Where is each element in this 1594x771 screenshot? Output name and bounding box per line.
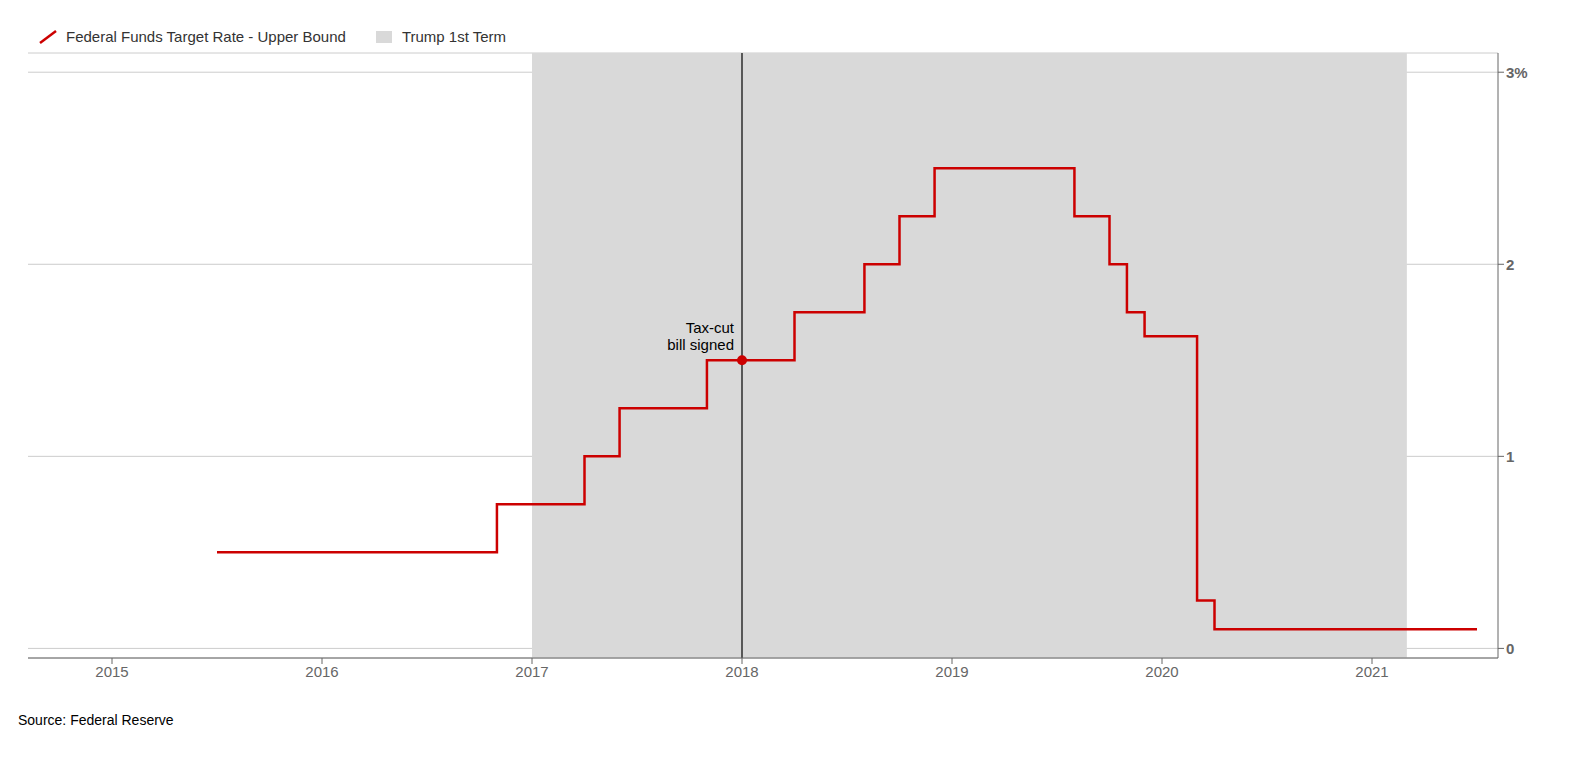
html-text:Trump 1st Term: Trump 1st Term [401, 28, 507, 45]
svg-text:0: 0 [1506, 640, 1514, 657]
html-text:Source: Federal Reserve: Source: Federal Reserve [18, 712, 174, 728]
svg-text:2016: 2016 [305, 663, 338, 680]
svg-text:2020: 2020 [1145, 663, 1178, 680]
svg-text:2019: 2019 [935, 663, 968, 680]
svg-text:1: 1 [1506, 448, 1514, 465]
svg-text:2018: 2018 [725, 663, 758, 680]
svg-text:2021: 2021 [1355, 663, 1388, 680]
svg-text:2017: 2017 [515, 663, 548, 680]
html-text:Federal Funds Target Rate - Up: Federal Funds Target Rate - Upper Bound [66, 28, 346, 45]
svg-text:Tax-cutbill signed: Tax-cutbill signed [667, 319, 735, 353]
svg-text:2: 2 [1506, 256, 1514, 273]
svg-text:3%: 3% [1506, 64, 1528, 81]
svg-text:2015: 2015 [95, 663, 128, 680]
